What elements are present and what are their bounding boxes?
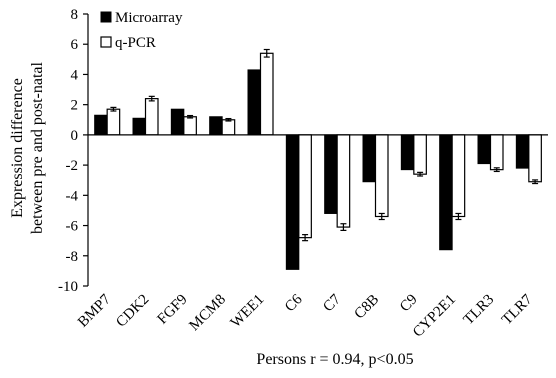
y-tick-label: 4 — [71, 67, 79, 83]
bar-microarray-tlr3 — [477, 134, 491, 165]
bar-qpcr-c6 — [298, 134, 312, 239]
y-tick-label: -6 — [66, 219, 79, 235]
y-tick-label: 0 — [71, 128, 79, 144]
bars-group — [94, 48, 542, 270]
bar-microarray-c7 — [324, 134, 338, 214]
x-tick-label-cyp2e1: CYP2E1 — [410, 292, 459, 341]
legend-swatch-qpcr — [100, 36, 112, 48]
y-tick-label: -2 — [66, 158, 79, 174]
bar-microarray-bmp7 — [94, 114, 108, 136]
y-tick-label: -4 — [66, 188, 79, 204]
bar-microarray-cdk2 — [132, 117, 146, 136]
bar-microarray-c8b — [362, 134, 376, 183]
bar-qpcr-bmp7 — [106, 108, 121, 136]
bar-qpcr-c9 — [413, 134, 427, 175]
x-tick-label-cdk2: CDK2 — [113, 292, 152, 331]
bar-qpcr-cyp2e1 — [451, 134, 466, 218]
bar-qpcr-fgf9 — [183, 116, 197, 136]
y-tick-label: -8 — [66, 249, 79, 265]
legend-label-qpcr: q-PCR — [115, 35, 156, 51]
y-axis-label-line-1: Expression difference — [9, 78, 26, 218]
y-tick-label: 6 — [71, 37, 79, 53]
bar-microarray-c6 — [285, 134, 300, 270]
bar-microarray-tlr7 — [515, 134, 530, 169]
bar-microarray-cyp2e1 — [439, 134, 453, 251]
bar-qpcr-c8b — [374, 134, 389, 218]
y-tick-label: 2 — [71, 98, 79, 114]
y-axis: 8 6 4 2 0 -2 -4 -6 -8 -10 — [58, 7, 89, 295]
x-tick-label-bmp7: BMP7 — [75, 291, 114, 330]
x-tick-label-c8b: C8B — [352, 292, 383, 323]
bar-microarray-mcm8 — [209, 116, 223, 136]
bar-microarray-wee1 — [247, 69, 261, 136]
bar-qpcr-c7 — [336, 134, 351, 228]
y-axis-label-line-2: between pre and post-natal — [29, 61, 46, 233]
x-tick-label-c6: C6 — [282, 291, 306, 315]
bar-qpcr-tlr3 — [489, 134, 504, 171]
legend-label-microarray: Microarray — [115, 10, 183, 26]
bar-qpcr-mcm8 — [221, 119, 236, 136]
x-tick-label-mcm8: MCM8 — [186, 292, 229, 335]
legend-swatch-microarray — [100, 11, 112, 23]
x-tick-label-fgf9: FGF9 — [155, 292, 191, 328]
bar-microarray-c9 — [400, 134, 415, 171]
bar-microarray-fgf9 — [170, 108, 185, 136]
bar-qpcr-tlr7 — [528, 134, 542, 183]
y-tick-label: 8 — [71, 7, 79, 23]
bar-qpcr-cdk2 — [144, 98, 159, 136]
legend: Microarray q-PCR — [100, 10, 183, 51]
x-tick-label-tlr3: TLR3 — [461, 292, 498, 329]
y-axis-label: Expression difference between pre and po… — [9, 61, 46, 233]
x-tick-label-wee1: WEE1 — [228, 292, 268, 332]
x-tick-label-c9: C9 — [397, 292, 421, 316]
x-tick-label-c7: C7 — [320, 291, 344, 315]
bar-qpcr-wee1 — [259, 52, 274, 136]
y-tick-label: -10 — [58, 279, 78, 295]
x-axis-label: Persons r = 0.94, p<0.05 — [256, 351, 413, 368]
x-tick-label-tlr7: TLR7 — [499, 291, 536, 328]
